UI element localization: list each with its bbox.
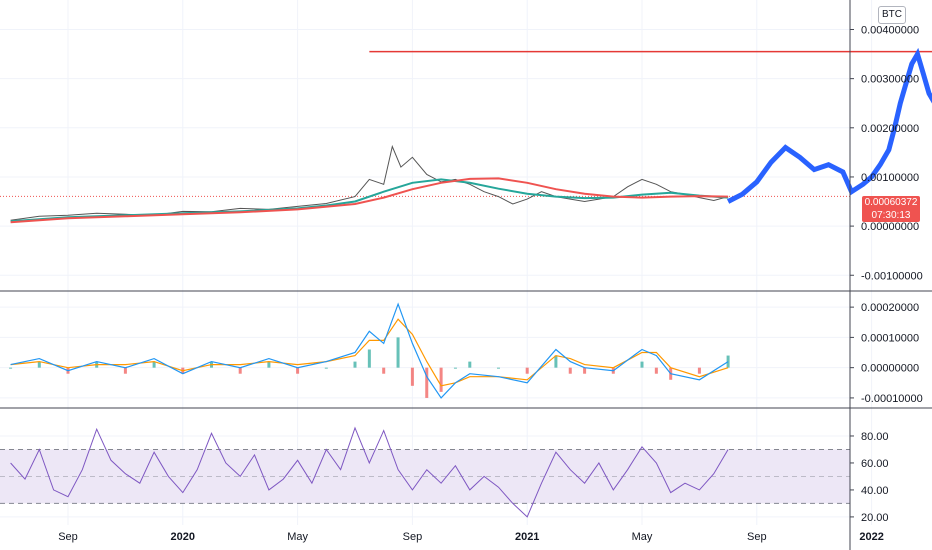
macd-histogram-bar [697, 367, 701, 374]
price-panel[interactable] [0, 47, 932, 224]
macd-histogram-bar [425, 367, 429, 398]
macd-histogram-bar [238, 367, 242, 374]
price-y-tick-label: 0.00400000 [861, 24, 919, 36]
rsi-y-tick-label: 60.00 [861, 458, 889, 470]
last-price-countdown: 07:30:13 [871, 210, 911, 221]
ma-slow-line [10, 177, 729, 224]
price-y-tick-label: 0.00100000 [861, 172, 919, 184]
x-tick-label: May [287, 531, 308, 543]
rsi-y-tick-label: 80.00 [861, 431, 889, 443]
macd-histogram-bar [267, 361, 271, 368]
macd-histogram-bar [453, 367, 457, 369]
rsi-panel[interactable] [0, 426, 850, 518]
macd-y-tick-label: -0.00010000 [861, 393, 923, 405]
macd-histogram-bar [37, 361, 41, 368]
macd-histogram-bar [367, 349, 371, 368]
last-price-value: 0.00060372 [864, 197, 918, 208]
macd-y-tick-label: 0.00020000 [861, 302, 919, 314]
rsi-y-tick-label: 40.00 [861, 485, 889, 497]
macd-histogram-bar [525, 367, 529, 374]
rsi-line [10, 426, 729, 518]
x-tick-label: Sep [58, 531, 78, 543]
macd-histogram-bar [296, 367, 300, 374]
price-line [10, 144, 729, 221]
price-y-tick-label: -0.00100000 [861, 270, 923, 282]
macd-panel[interactable] [9, 302, 730, 399]
projection-line [726, 47, 932, 204]
grid [0, 0, 873, 525]
x-tick-label: 2022 [859, 531, 883, 543]
macd-histogram-bar [9, 367, 13, 369]
last-price-tag: 0.00060372 07:30:13 [862, 196, 920, 222]
macd-histogram-bar [497, 367, 500, 369]
macd-y-tick-label: 0.00010000 [861, 332, 919, 344]
currency-button[interactable]: BTC [878, 6, 906, 24]
rsi-band [0, 449, 850, 504]
macd-histogram-bar [640, 361, 644, 368]
macd-histogram-bar [568, 367, 572, 374]
macd-histogram-bar [554, 355, 558, 368]
x-tick-label: Sep [747, 531, 767, 543]
macd-histogram-bar [583, 367, 587, 374]
macd-histogram-bar [324, 367, 328, 369]
rsi-y-tick-label: 20.00 [861, 512, 889, 524]
x-tick-label: 2020 [171, 531, 195, 543]
x-tick-label: May [632, 531, 653, 543]
macd-histogram-bar [152, 361, 156, 368]
macd-line [10, 302, 729, 399]
macd-signal-line [10, 318, 729, 387]
macd-histogram-bar [396, 337, 400, 368]
macd-histogram-bar [123, 367, 127, 374]
macd-histogram-bar [439, 367, 443, 392]
macd-histogram-bar [353, 361, 357, 368]
price-y-tick-label: 0.00300000 [861, 74, 919, 86]
macd-y-tick-label: 0.00000000 [861, 363, 919, 375]
macd-histogram-bar [468, 361, 472, 368]
x-tick-label: Sep [403, 531, 423, 543]
macd-histogram-bar [382, 367, 386, 374]
macd-histogram-bar [410, 367, 414, 386]
price-y-tick-label: 0.00000000 [861, 221, 919, 233]
price-y-tick-label: 0.00200000 [861, 123, 919, 135]
macd-histogram-bar [654, 367, 658, 374]
x-tick-label: 2021 [515, 531, 539, 543]
